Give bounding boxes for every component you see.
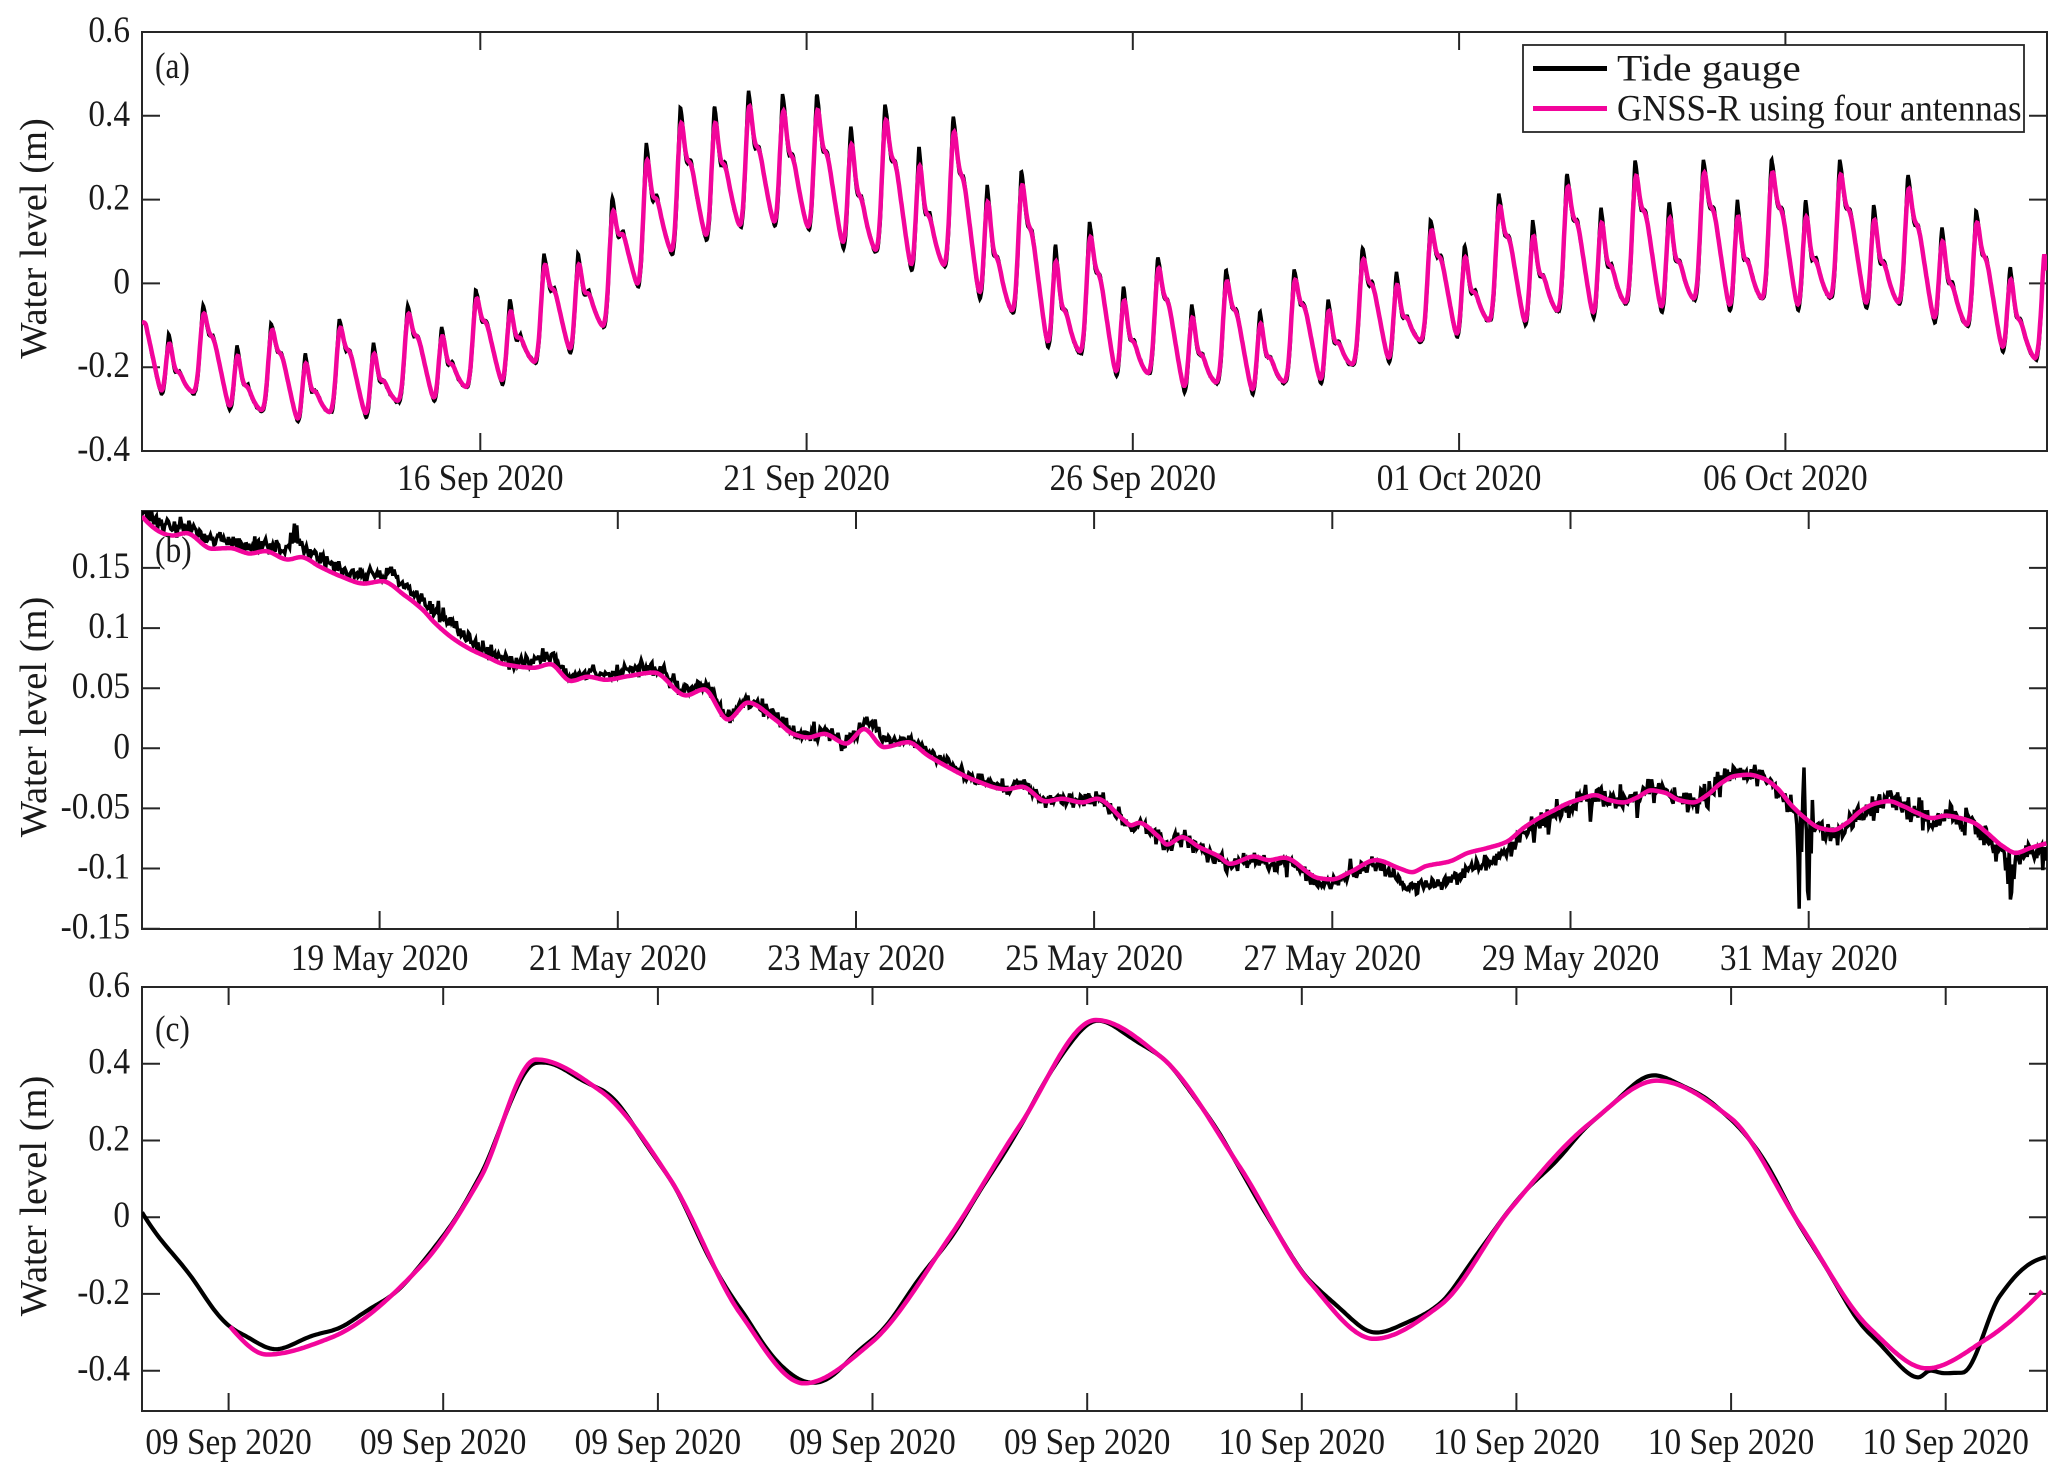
svg-text:10 Sep 2020: 10 Sep 2020 (1862, 1421, 2028, 1462)
svg-text:0.2: 0.2 (88, 1118, 130, 1159)
svg-text:19 May 2020: 19 May 2020 (291, 937, 469, 978)
svg-text:0.1: 0.1 (88, 606, 130, 647)
svg-text:09 Sep 2020: 09 Sep 2020 (575, 1421, 741, 1462)
svg-text:GNSS-R using four antennas: GNSS-R using four antennas (1617, 88, 2022, 129)
svg-text:31 May 2020: 31 May 2020 (1720, 937, 1898, 978)
svg-text:-0.4: -0.4 (77, 1348, 130, 1389)
svg-text:0.6: 0.6 (88, 964, 130, 1005)
svg-text:16 Sep 2020: 16 Sep 2020 (397, 457, 563, 498)
svg-text:-0.1: -0.1 (77, 846, 130, 887)
svg-text:(a): (a) (155, 46, 190, 87)
svg-text:0: 0 (113, 726, 130, 767)
svg-text:Water level (m): Water level (m) (13, 597, 55, 838)
svg-text:01 Oct 2020: 01 Oct 2020 (1377, 457, 1542, 498)
svg-text:Water level (m): Water level (m) (13, 118, 55, 359)
svg-text:-0.2: -0.2 (77, 1271, 130, 1312)
svg-text:0.15: 0.15 (72, 545, 130, 586)
svg-text:(b): (b) (155, 530, 192, 571)
svg-text:-0.15: -0.15 (61, 906, 130, 947)
svg-text:21 May 2020: 21 May 2020 (529, 937, 707, 978)
svg-text:23 May 2020: 23 May 2020 (767, 937, 945, 978)
svg-text:27 May 2020: 27 May 2020 (1244, 937, 1422, 978)
svg-text:-0.4: -0.4 (77, 428, 130, 469)
svg-text:Water level (m): Water level (m) (13, 1076, 55, 1317)
svg-text:10 Sep 2020: 10 Sep 2020 (1648, 1421, 1814, 1462)
svg-text:Tide gauge: Tide gauge (1617, 48, 1801, 89)
svg-text:09 Sep 2020: 09 Sep 2020 (145, 1421, 311, 1462)
svg-text:09 Sep 2020: 09 Sep 2020 (360, 1421, 526, 1462)
svg-text:0.4: 0.4 (88, 1041, 130, 1082)
svg-text:29 May 2020: 29 May 2020 (1482, 937, 1660, 978)
svg-text:25 May 2020: 25 May 2020 (1005, 937, 1183, 978)
svg-text:0: 0 (113, 1195, 130, 1236)
svg-text:0.05: 0.05 (72, 666, 130, 707)
svg-text:10 Sep 2020: 10 Sep 2020 (1433, 1421, 1599, 1462)
svg-text:0.6: 0.6 (88, 9, 130, 50)
svg-text:0: 0 (113, 261, 130, 302)
svg-text:-0.05: -0.05 (61, 786, 130, 827)
svg-text:09 Sep 2020: 09 Sep 2020 (789, 1421, 955, 1462)
svg-text:06 Oct 2020: 06 Oct 2020 (1703, 457, 1868, 498)
svg-text:0.2: 0.2 (88, 177, 130, 218)
svg-text:09 Sep 2020: 09 Sep 2020 (1004, 1421, 1170, 1462)
svg-text:26 Sep 2020: 26 Sep 2020 (1050, 457, 1216, 498)
svg-text:0.4: 0.4 (88, 93, 130, 134)
svg-text:10 Sep 2020: 10 Sep 2020 (1219, 1421, 1385, 1462)
svg-text:(c): (c) (155, 1009, 190, 1050)
svg-text:-0.2: -0.2 (77, 345, 130, 386)
svg-text:21 Sep 2020: 21 Sep 2020 (723, 457, 889, 498)
